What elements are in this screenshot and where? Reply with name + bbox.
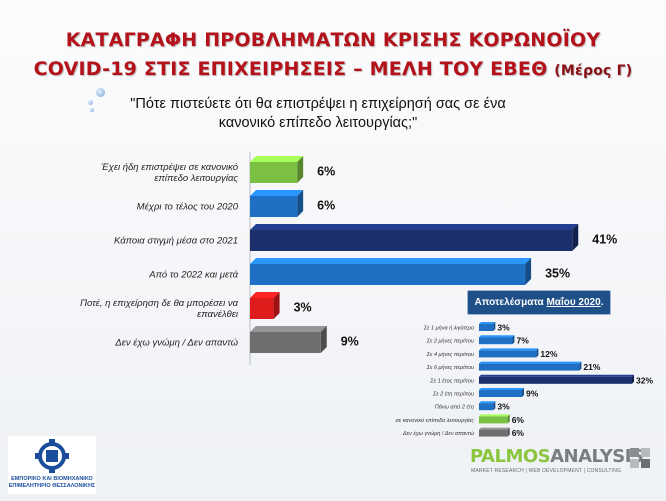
- may-category-label: Δεν έχω γνώμη / Δεν απαντώ: [402, 430, 475, 437]
- main-category-label: Δεν έχω γνώμη / Δεν απαντώ: [114, 338, 238, 349]
- ebeth-emblem-icon: [35, 439, 69, 473]
- main-value-label: 3%: [294, 301, 312, 315]
- may-value-label: 32%: [636, 375, 653, 385]
- ebeth-logo: ΕΜΠΟΡΙΚΟ ΚΑΙ ΒΙΟΜΗΧΑΝΙΚΟ ΕΠΙΜΕΛΗΤΗΡΙΟ ΘΕ…: [8, 436, 96, 494]
- may-value-label: 6%: [512, 428, 525, 438]
- may-bar-chart: Σε 1 μήνα ή λιγότερο 3% Σε 2 μήνες περίπου…: [395, 322, 653, 438]
- may-results-header: Αποτελέσματα Μαΐου 2020.: [467, 290, 611, 315]
- page-title-line-2-text: COVID-19 ΣΤΙΣ ΕΠΙΧΕΙΡΗΣΕΙΣ – ΜΕΛΗ ΤΟΥ ΕΒ…: [33, 58, 548, 80]
- may-category-label: Σε 1 μήνα ή λιγότερο: [423, 325, 474, 332]
- palmos-analysis-logo: PALMOSANALYSIS MARKET RESEARCH | WEB DEV…: [470, 446, 656, 482]
- main-value-label: 6%: [317, 165, 335, 179]
- main-category-label: Κάποια στιγμή μέσα στο 2021: [114, 236, 238, 247]
- main-bar: [250, 292, 280, 319]
- ebeth-name-line-1: ΕΜΠΟΡΙΚΟ ΚΑΙ ΒΙΟΜΗΧΑΝΙΚΟ: [11, 476, 93, 482]
- main-bar-chart: Έχει ήδη επιστρέψει σε κανονικό επίπεδο λ…: [80, 152, 617, 365]
- palmos-square-icon: [630, 448, 639, 457]
- may-value-label: 7%: [516, 336, 529, 346]
- main-value-label: 9%: [341, 335, 359, 349]
- page-title-line-1: ΚΑΤΑΓΡΑΦΗ ΠΡΟΒΛΗΜΑΤΩΝ ΚΡΙΣΗΣ ΚΟΡΩΝΟΪΟΥ: [65, 29, 601, 51]
- may-value-label: 9%: [526, 389, 539, 399]
- palmos-brand-part-2: ANALYSIS: [550, 446, 644, 467]
- may-results-prefix: Αποτελέσματα: [474, 297, 544, 308]
- survey-question: "Πότε πιστεύετε ότι θα επιστρέψει η επιχ…: [130, 96, 506, 131]
- may-value-label: 12%: [540, 349, 557, 359]
- may-category-label: Σε 4 μήνες περίπου: [426, 351, 474, 358]
- main-value-label: 41%: [592, 233, 617, 247]
- may-bar: [479, 427, 510, 437]
- main-category-label: Από το 2022 και μετά: [148, 270, 238, 281]
- may-bar: [479, 361, 582, 371]
- may-value-label: 3%: [497, 402, 510, 412]
- palmos-square-icon: [641, 459, 650, 468]
- may-category-label: Σε 6 μήνες περίπου: [426, 364, 474, 371]
- main-bar: [250, 190, 304, 217]
- decor-bubble: [88, 100, 93, 105]
- may-category-label: Πάνω από 2 έτη: [435, 404, 474, 411]
- may-value-label: 3%: [497, 323, 510, 333]
- palmos-tagline: MARKET RESEARCH | WEB DEVELOPMENT | CONS…: [471, 468, 622, 474]
- may-bar: [479, 348, 539, 358]
- may-value-label: 6%: [512, 415, 525, 425]
- main-value-label: 35%: [545, 267, 570, 281]
- may-category-label: Σε 1 έτος περίπου: [429, 377, 474, 384]
- page-title-line-2: COVID-19 ΣΤΙΣ ΕΠΙΧΕΙΡΗΣΕΙΣ – ΜΕΛΗ ΤΟΥ ΕΒ…: [0, 58, 666, 80]
- main-bar: [250, 224, 579, 251]
- may-category-label: Σε 2 μήνες περίπου: [426, 338, 474, 345]
- may-value-label: 21%: [583, 362, 600, 372]
- palmos-brand-part-1: PALMOS: [470, 446, 551, 467]
- palmos-square-icon: [641, 448, 650, 457]
- palmos-square-icon: [630, 459, 639, 468]
- page-title-part: (Μέρος Γ): [554, 63, 633, 79]
- may-category-label: Είμαστε ήδη σε κανονικό επίπεδο λειτουργ…: [395, 417, 474, 424]
- may-bar: [479, 322, 496, 331]
- may-category-label: Σε 2 έτη περίπου: [432, 391, 474, 398]
- may-bar: [479, 414, 510, 424]
- main-category-label: Ποτέ, η επιχείρηση δε θα μπορέσει να επαν…: [80, 298, 238, 320]
- main-bar: [250, 156, 304, 183]
- ebeth-name-line-2: ΕΠΙΜΕΛΗΤΗΡΙΟ ΘΕΣΣΑΛΟΝΙΚΗΣ: [8, 483, 96, 489]
- main-category-label: Έχει ήδη επιστρέψει σε κανονικό επίπεδο λ…: [101, 162, 238, 184]
- main-bar: [250, 326, 327, 353]
- decor-bubble: [96, 88, 105, 97]
- may-bar: [479, 335, 515, 345]
- may-results-suffix: .: [600, 297, 604, 308]
- main-value-label: 6%: [317, 199, 335, 213]
- may-bar: [479, 374, 634, 384]
- main-bar: [250, 258, 532, 285]
- may-results-month: Μαΐου 2020: [546, 297, 601, 308]
- may-bar: [479, 401, 496, 411]
- may-bar: [479, 388, 525, 397]
- main-category-label: Μέχρι το τέλος του 2020: [137, 202, 239, 213]
- decor-bubble: [90, 108, 94, 112]
